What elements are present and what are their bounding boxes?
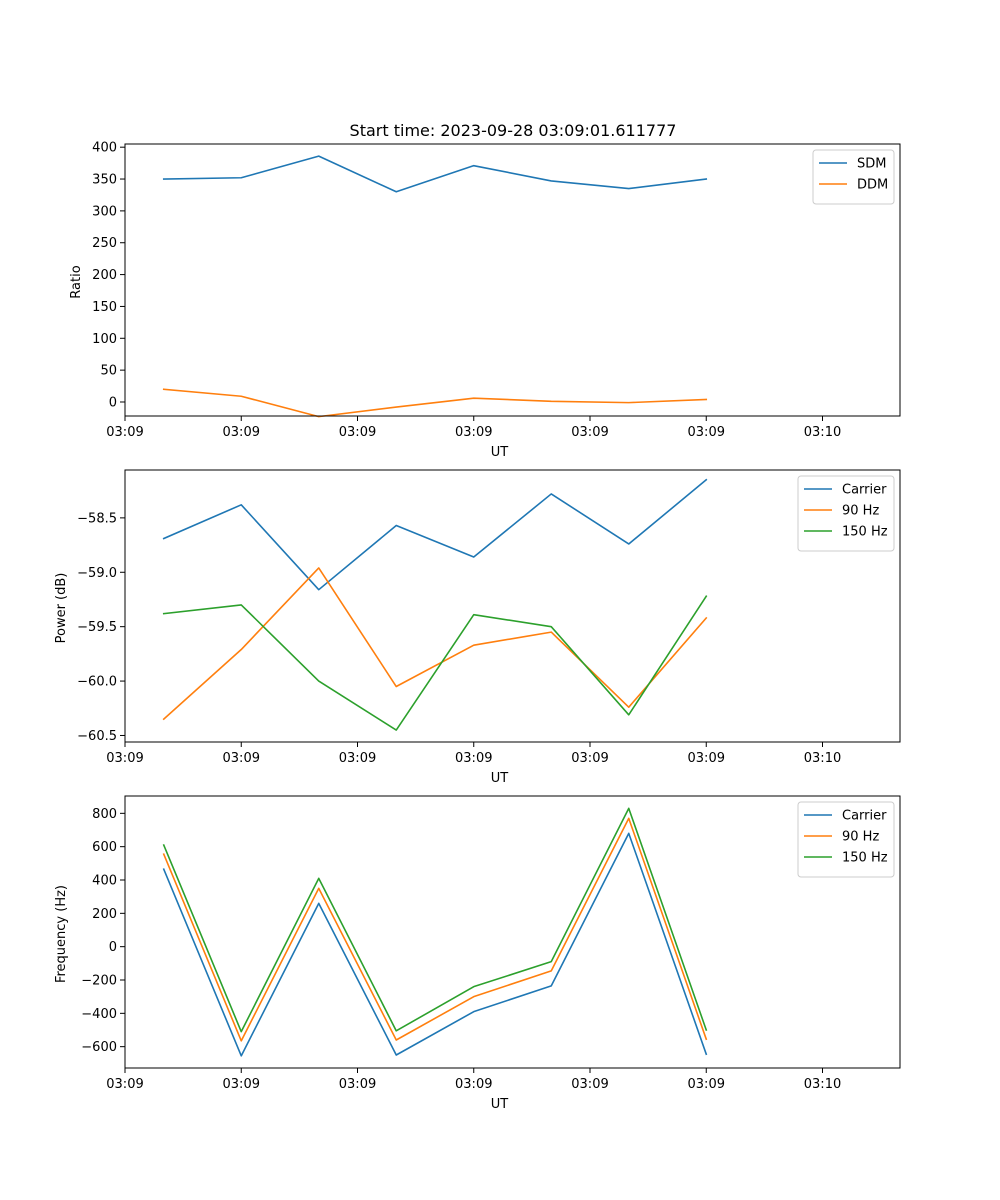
x-axis-label: UT <box>491 1097 509 1112</box>
x-tick-label: 03:09 <box>339 1077 376 1092</box>
x-axis-label: UT <box>491 445 509 460</box>
x-tick-label: 03:09 <box>571 425 608 440</box>
x-tick-label: 03:10 <box>804 751 841 766</box>
x-tick-label: 03:09 <box>571 751 608 766</box>
x-tick-label: 03:09 <box>571 1077 608 1092</box>
axes-frame-ratio <box>124 143 901 417</box>
x-tick-label: 03:09 <box>688 1077 725 1092</box>
y-tick-label: 200 <box>92 268 117 283</box>
x-tick-label: 03:09 <box>223 751 260 766</box>
legend: SDM DDM <box>812 149 895 205</box>
series-line-150-hz <box>162 807 708 1033</box>
series-line-carrier <box>162 478 708 591</box>
y-tick-label: 200 <box>92 907 117 922</box>
x-tick-label: 03:09 <box>106 1077 143 1092</box>
x-axis-label: UT <box>491 771 509 786</box>
y-axis-label: Ratio <box>69 265 84 298</box>
y-tick-label: 250 <box>92 236 117 251</box>
legend-label: DDM <box>857 178 888 193</box>
y-tick-label: 100 <box>92 332 117 347</box>
x-tick-label: 03:09 <box>339 751 376 766</box>
x-tick-label: 03:09 <box>106 751 143 766</box>
x-tick-label: 03:09 <box>688 751 725 766</box>
y-tick-label: −60.5 <box>77 729 117 744</box>
series-line-90-hz <box>162 567 708 721</box>
legend-box <box>797 475 895 552</box>
series-line-ddm <box>162 388 708 418</box>
x-tick-label: 03:09 <box>688 425 725 440</box>
y-tick-label: −59.0 <box>77 566 117 581</box>
y-tick-label: 300 <box>92 204 117 219</box>
y-tick-label: 400 <box>92 874 117 889</box>
subplot-frequency: 03:09 03:09 03:09 03:09 03:09 03:09 03:10 −600 −… <box>54 795 901 1112</box>
x-tick-label: 03:09 <box>455 1077 492 1092</box>
series-line-90-hz <box>162 817 708 1042</box>
x-tick-label: 03:09 <box>455 751 492 766</box>
legend-label: 90 Hz <box>842 830 879 845</box>
x-tick-label: 03:09 <box>106 425 143 440</box>
series-line-carrier <box>162 832 708 1057</box>
x-tick-label: 03:09 <box>339 425 376 440</box>
legend-label: 90 Hz <box>842 504 879 519</box>
y-axis-label: Frequency (Hz) <box>54 885 69 983</box>
series-line-sdm <box>162 155 708 193</box>
y-axis-label: Power (dB) <box>54 573 69 644</box>
y-tick-label: 350 <box>92 173 117 188</box>
legend-label: 150 Hz <box>842 525 888 540</box>
chart-title: Start time: 2023-09-28 03:09:01.611777 <box>350 121 677 140</box>
y-tick-label: −600 <box>81 1040 117 1055</box>
y-tick-label: 0 <box>109 940 117 955</box>
y-tick-label: 400 <box>92 141 117 156</box>
y-tick-label: 800 <box>92 807 117 822</box>
legend-label: SDM <box>857 157 886 172</box>
y-tick-label: −58.5 <box>77 511 117 526</box>
axes-frame-frequency <box>124 795 901 1069</box>
x-tick-label: 03:09 <box>223 425 260 440</box>
y-tick-label: −60.0 <box>77 675 117 690</box>
legend-box <box>797 801 895 878</box>
y-tick-label: −200 <box>81 974 117 989</box>
y-tick-label: 0 <box>109 395 117 410</box>
subplot-ratio: 03:09 03:09 03:09 03:09 03:09 03:09 03:10 0 50 10… <box>69 141 901 460</box>
legend: Carrier 90 Hz 150 Hz <box>797 475 895 552</box>
x-tick-label: 03:09 <box>223 1077 260 1092</box>
x-tick-label: 03:10 <box>804 1077 841 1092</box>
y-tick-label: −400 <box>81 1007 117 1022</box>
legend-label: Carrier <box>842 809 887 824</box>
legend: Carrier 90 Hz 150 Hz <box>797 801 895 878</box>
y-tick-label: 150 <box>92 300 117 315</box>
subplot-power: 03:09 03:09 03:09 03:09 03:09 03:09 03:10 −60.5… <box>54 469 901 786</box>
y-tick-label: −59.5 <box>77 620 117 635</box>
series-line-150-hz <box>162 595 708 731</box>
axes-frame-power <box>124 469 901 743</box>
y-tick-label: 50 <box>100 364 117 379</box>
x-tick-label: 03:10 <box>804 425 841 440</box>
legend-label: Carrier <box>842 483 887 498</box>
x-tick-label: 03:09 <box>455 425 492 440</box>
y-tick-label: 600 <box>92 840 117 855</box>
legend-label: 150 Hz <box>842 851 888 866</box>
